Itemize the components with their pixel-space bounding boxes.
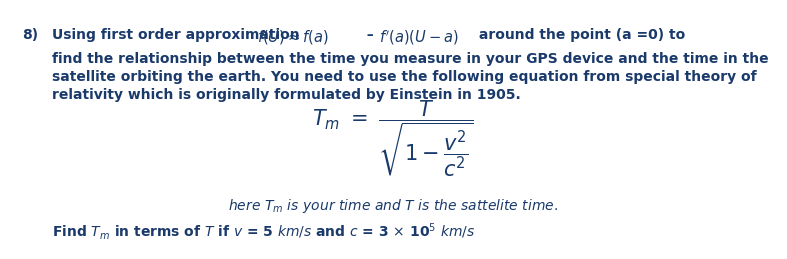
Text: Using first order approximation: Using first order approximation xyxy=(52,28,305,42)
Text: satellite orbiting the earth. You need to use the following equation from specia: satellite orbiting the earth. You need t… xyxy=(52,70,756,84)
Text: –: – xyxy=(357,28,383,42)
Text: $\it{here}\ \it{T_m}\ \it{is}\ \it{your}\ \it{time}\ \it{and}\ \it{T}\ \it{is}\ : $\it{here}\ \it{T_m}\ \it{is}\ \it{your}… xyxy=(228,197,558,215)
Text: $f(U) \approx f(a)$: $f(U) \approx f(a)$ xyxy=(257,28,328,46)
Text: Find $T_m$ in terms of $T$ if $v$ = 5 $km/s$ and $c$ = 3 $\times$ 10$^5$ $km/s$: Find $T_m$ in terms of $T$ if $v$ = 5 $k… xyxy=(52,221,475,242)
Text: 8): 8) xyxy=(22,28,38,42)
Text: $f'(a)(U - a)$: $f'(a)(U - a)$ xyxy=(379,28,459,47)
Text: find the relationship between the time you measure in your GPS device and the ti: find the relationship between the time y… xyxy=(52,52,769,66)
Text: $T_m \ = \ \dfrac{T}{\sqrt{1 - \dfrac{v^2}{c^2}}}$: $T_m \ = \ \dfrac{T}{\sqrt{1 - \dfrac{v^… xyxy=(312,99,474,179)
Text: around the point (a =0) to: around the point (a =0) to xyxy=(474,28,685,42)
Text: relativity which is originally formulated by Einstein in 1905.: relativity which is originally formulate… xyxy=(52,88,521,102)
